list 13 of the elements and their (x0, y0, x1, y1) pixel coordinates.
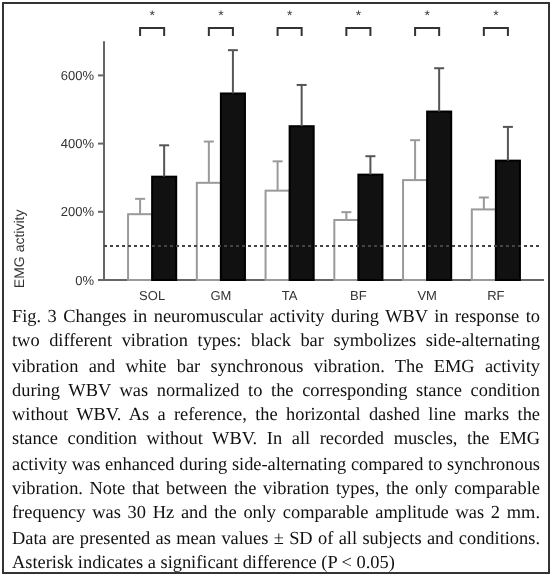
text: Fig. 3 Changes in neuromuscular activity during WBV in response to two different vibration types: black bar symbolizes side-alternating vibration and white bar synchronous vibration. The EMG activity during WBV was normalized to the corresponding stance condition without WBV. As a reference, the horizontal dashed line marks the stance condition without WBV. In all recorded muscles, the EMG activity was enhanced during side-alternating compared to synchronous vibration. Note that between the vibration types, the only comparable frequency was 30 Hz and the only comparable amplitude was 2 mm. Data are presented as mean values ± SD of all subjects and conditions. Asterisk indicates a significant difference (P < 0.05) (12, 306, 540, 572)
bar (219, 92, 246, 281)
bar (357, 173, 384, 281)
bar (151, 175, 178, 281)
bar (264, 189, 291, 281)
bar (127, 213, 154, 281)
bar (195, 181, 222, 281)
bar (333, 218, 360, 281)
bar (494, 159, 521, 281)
bar (402, 179, 429, 281)
bar (288, 125, 315, 281)
bar (426, 110, 453, 281)
bar (470, 208, 497, 281)
